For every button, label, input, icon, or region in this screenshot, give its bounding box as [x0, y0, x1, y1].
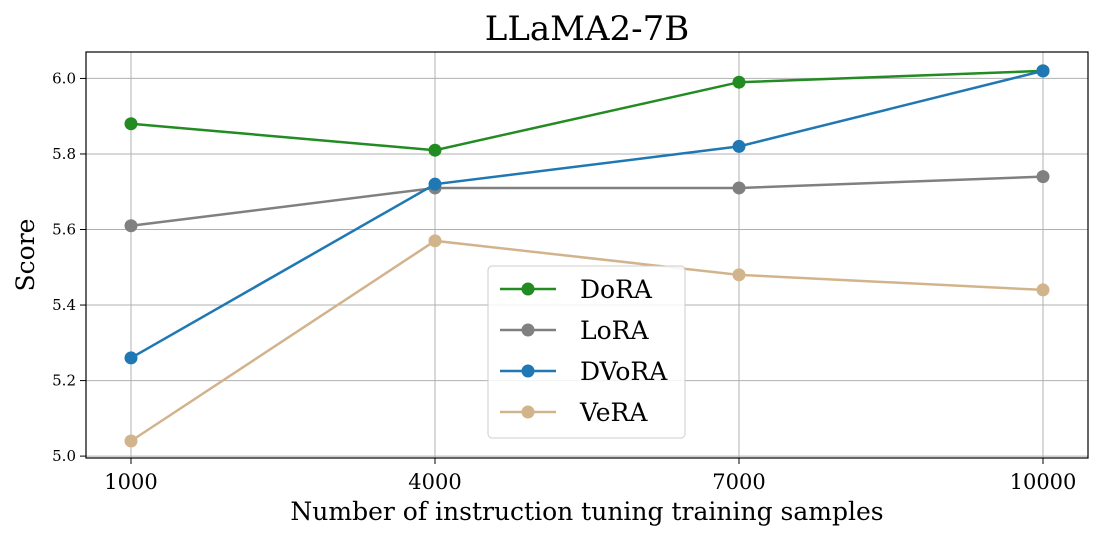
legend-label: VeRA	[579, 398, 648, 427]
legend-item: LoRA	[500, 316, 649, 345]
data-point	[732, 268, 746, 282]
x-tick-label: 10000	[1010, 470, 1077, 494]
legend-label: LoRA	[580, 316, 649, 345]
series-line	[130, 69, 1044, 360]
legend-marker	[521, 405, 535, 419]
plot-frame	[85, 51, 1089, 459]
series-dvora	[124, 64, 1050, 365]
legend-label: DoRA	[580, 275, 653, 304]
series-line	[130, 175, 1044, 227]
legend-marker	[521, 323, 535, 337]
y-tick-label: 6.0	[52, 69, 76, 87]
data-point	[124, 117, 138, 131]
chart-title: LLaMA2-7B	[485, 9, 690, 49]
legend-item: DVoRA	[500, 357, 668, 386]
data-point	[1036, 283, 1050, 297]
data-point	[428, 234, 442, 248]
data-point	[1036, 170, 1050, 184]
legend-item: VeRA	[500, 398, 648, 427]
data-point	[124, 434, 138, 448]
tick-labels: 1000 4000 7000 10000 5.0 5.2 5.4 5.6 5.8 6.0	[52, 69, 1076, 494]
series-lora	[124, 170, 1050, 233]
x-tick-label: 1000	[104, 470, 157, 494]
legend-box	[487, 265, 686, 439]
legend-marker	[521, 282, 535, 296]
legend-label: DVoRA	[580, 357, 668, 386]
legend-marker	[521, 364, 535, 378]
series-layer	[124, 64, 1050, 448]
data-point	[428, 177, 442, 191]
legend-item: DoRA	[500, 275, 653, 304]
data-point	[1036, 64, 1050, 78]
x-axis-label: Number of instruction tuning training sa…	[290, 497, 883, 526]
y-tick-label: 5.4	[52, 296, 76, 314]
data-point	[428, 143, 442, 157]
x-tick-label: 4000	[408, 470, 461, 494]
legend: DoRA LoRA DVoRA VeRA	[487, 265, 686, 439]
y-tick-label: 5.0	[52, 447, 76, 465]
series-vera	[124, 234, 1050, 448]
data-point	[732, 139, 746, 153]
data-point	[124, 351, 138, 365]
series-line	[130, 239, 1044, 443]
data-point	[732, 181, 746, 195]
y-tick-label: 5.8	[52, 145, 76, 163]
x-tick-label: 7000	[712, 470, 765, 494]
data-point	[732, 75, 746, 89]
series-line	[130, 69, 1044, 152]
data-point	[124, 219, 138, 233]
y-axis-label: Score	[11, 219, 40, 292]
y-tick-label: 5.6	[52, 221, 76, 239]
y-tick-label: 5.2	[52, 372, 76, 390]
